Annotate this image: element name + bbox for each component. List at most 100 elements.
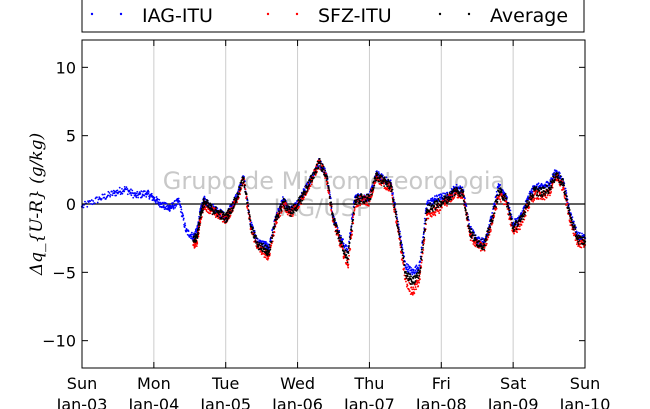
data-point (136, 190, 139, 193)
data-point (405, 280, 407, 283)
data-point (308, 187, 311, 190)
data-point (317, 166, 320, 169)
data-point (378, 172, 380, 175)
data-point (118, 186, 121, 189)
data-point (264, 240, 267, 243)
data-point (497, 189, 500, 192)
data-point (134, 193, 137, 196)
data-point (109, 195, 112, 198)
data-point (248, 214, 251, 216)
data-point (416, 283, 418, 285)
y-tick-label: 10 (56, 58, 76, 77)
data-point (574, 239, 577, 242)
data-point (147, 192, 150, 195)
data-point (444, 195, 447, 197)
data-point (393, 201, 396, 204)
data-point (349, 233, 352, 236)
data-point (459, 187, 462, 190)
data-point (503, 203, 506, 206)
data-point (576, 235, 579, 238)
data-point (532, 196, 534, 199)
data-point (129, 191, 132, 194)
data-point (509, 214, 512, 217)
data-point (343, 253, 346, 256)
data-point (309, 181, 312, 184)
data-point (214, 212, 217, 214)
data-point (375, 174, 378, 177)
data-point (575, 231, 577, 234)
data-point (183, 226, 186, 229)
data-point (234, 195, 237, 198)
data-point (520, 217, 523, 220)
data-point (377, 171, 380, 173)
data-point (116, 189, 119, 192)
data-point (553, 171, 556, 174)
data-point (347, 246, 350, 249)
data-point (572, 232, 575, 235)
data-point (413, 292, 416, 295)
data-point (334, 229, 337, 232)
data-point (343, 250, 345, 253)
data-point (220, 215, 223, 218)
data-point (500, 189, 503, 192)
data-point (406, 275, 409, 278)
data-point (318, 158, 321, 160)
data-point (231, 209, 234, 212)
data-point (115, 194, 118, 197)
x-axis: Sun Jan-03 Mon Jan-04 Tue Jan-05 Wed Jan-06 Thu J… (56, 40, 610, 409)
data-point (282, 204, 285, 207)
data-point (256, 241, 259, 244)
data-point (348, 249, 351, 252)
data-point (456, 188, 459, 190)
data-point (488, 231, 491, 234)
data-point (121, 192, 124, 195)
data-point (534, 188, 537, 191)
data-point (485, 239, 488, 241)
data-point (342, 242, 345, 245)
data-point (237, 193, 240, 196)
data-point (92, 200, 95, 202)
data-point (285, 205, 288, 207)
data-point (347, 263, 350, 266)
data-point (266, 245, 268, 248)
data-point (513, 232, 515, 235)
data-point (284, 199, 287, 202)
data-point (409, 273, 412, 276)
data-point (422, 239, 425, 241)
data-point (397, 230, 400, 233)
data-point (489, 226, 491, 229)
data-point (536, 193, 538, 195)
data-point (564, 193, 567, 196)
data-point (210, 205, 213, 208)
data-point (395, 217, 398, 220)
data-point (153, 196, 156, 199)
data-point (348, 254, 350, 257)
data-point (422, 246, 424, 249)
data-point (402, 260, 405, 263)
data-point (508, 213, 510, 216)
x-tick-label-date: Jan-06 (271, 395, 323, 409)
data-point (485, 235, 488, 237)
data-point (421, 241, 424, 244)
data-point (386, 188, 389, 191)
data-point (577, 242, 580, 245)
y-tick-label: −5 (52, 263, 76, 282)
data-point (316, 164, 318, 166)
data-point (198, 226, 201, 229)
data-point (402, 256, 405, 259)
data-point (495, 194, 498, 197)
data-point (539, 197, 542, 200)
data-point (301, 199, 304, 202)
data-point (307, 181, 309, 184)
data-point (292, 211, 295, 214)
data-point (172, 206, 175, 209)
data-point (248, 211, 250, 214)
data-point (205, 210, 208, 212)
data-point (434, 211, 437, 213)
data-point (521, 221, 524, 224)
data-point (490, 229, 492, 231)
data-point (258, 243, 261, 246)
data-point (580, 246, 583, 249)
x-tick-label-day: Wed (280, 374, 315, 393)
